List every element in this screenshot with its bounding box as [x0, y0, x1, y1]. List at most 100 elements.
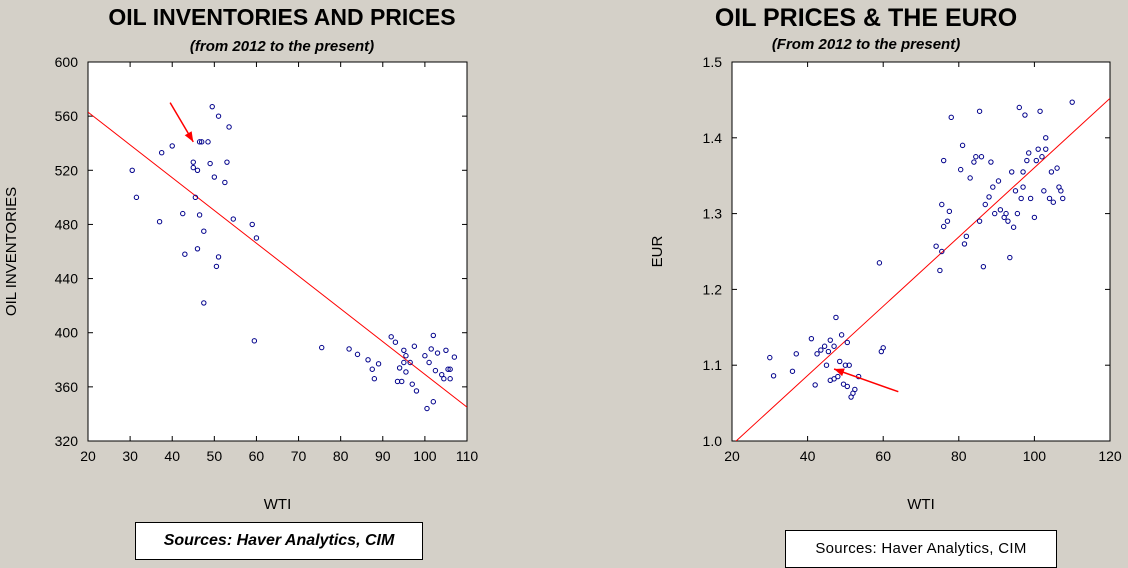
data-point: [413, 388, 420, 394]
x-tick-label: 20: [80, 448, 96, 464]
x-tick-label: 120: [1098, 448, 1122, 464]
data-point: [876, 260, 883, 266]
data-point: [1024, 157, 1030, 164]
x-tick-label: 80: [333, 448, 349, 464]
data-point: [428, 346, 434, 352]
scatter-plot-oil-inventories: 20 30 40 50 60 70 80 90 100 110 320 360 400 440 480 520…: [3, 54, 478, 513]
x-axis-label: WTI: [264, 496, 292, 513]
x-tick-label: 70: [291, 448, 307, 464]
data-point: [424, 405, 430, 412]
data-point: [1007, 254, 1013, 261]
chart-title: OIL PRICES & THE EURO: [714, 4, 1018, 32]
data-point: [937, 267, 943, 274]
annotation-arrow-head: [184, 131, 194, 142]
data-point: [201, 300, 207, 306]
data-point: [129, 167, 135, 173]
plot-content: [735, 98, 1110, 441]
data-point: [1041, 188, 1047, 194]
data-point: [844, 383, 850, 390]
data-point: [1043, 135, 1049, 141]
chart-subtitle: (from 2012 to the present): [189, 38, 375, 55]
data-point: [992, 210, 998, 217]
data-point: [346, 346, 352, 352]
data-point: [1027, 195, 1034, 202]
y-tick-label: 1.5: [703, 54, 723, 70]
data-point: [1058, 188, 1064, 194]
data-point: [1005, 218, 1011, 224]
data-point: [201, 228, 207, 234]
data-point: [319, 344, 325, 351]
data-point: [825, 348, 832, 355]
data-point: [939, 201, 945, 208]
data-point: [1012, 188, 1019, 194]
data-point: [933, 243, 939, 249]
y-tick-label: 1.0: [703, 433, 723, 449]
data-point: [988, 159, 994, 165]
data-point: [1046, 195, 1053, 202]
data-point: [403, 369, 409, 375]
data-point: [133, 194, 140, 201]
data-point: [973, 154, 979, 160]
data-point: [1018, 195, 1024, 202]
data-point: [196, 139, 203, 145]
data-point: [215, 113, 222, 119]
data-point: [445, 366, 451, 372]
y-tick-label: 1.3: [703, 206, 723, 222]
data-point: [944, 218, 951, 224]
chart-panel-oil-inventories: OIL INVENTORIES AND PRICES (from 2012 to…: [3, 4, 478, 560]
data-point: [215, 254, 222, 260]
data-point: [1043, 146, 1049, 152]
data-point: [396, 365, 403, 371]
data-point: [169, 143, 175, 149]
y-tick-label: 400: [55, 325, 79, 341]
data-point: [1039, 154, 1045, 160]
data-point: [959, 142, 966, 149]
data-point: [222, 179, 228, 186]
data-point: [209, 103, 215, 110]
data-point: [963, 233, 970, 240]
data-point: [439, 371, 445, 378]
scatter-plot-oil-euro: 20 40 60 80 100 120 1.0 1.1 1.2 1.3 1.4 1.5 WTI EUR: [649, 54, 1122, 513]
data-point: [821, 343, 828, 349]
data-point: [990, 184, 996, 190]
x-tick-label: 80: [951, 448, 967, 464]
data-point: [432, 367, 439, 374]
data-point: [194, 167, 201, 173]
data-point: [443, 347, 449, 354]
data-point: [842, 362, 849, 368]
data-point: [837, 358, 843, 365]
data-point: [392, 339, 399, 345]
y-tick-label: 360: [55, 379, 79, 395]
data-point: [1060, 195, 1066, 202]
data-point: [447, 366, 453, 372]
data-point: [1016, 104, 1022, 111]
data-point: [1033, 157, 1039, 164]
x-tick-label: 40: [800, 448, 816, 464]
data-point: [226, 124, 232, 130]
y-tick-label: 480: [55, 216, 79, 232]
data-point: [180, 210, 186, 217]
source-note: Sources: Haver Analytics, CIM: [785, 530, 1057, 568]
data-point: [1003, 210, 1009, 217]
data-point: [369, 366, 375, 372]
data-point: [182, 251, 188, 257]
data-point: [1026, 150, 1032, 156]
y-tick-label: 520: [55, 162, 79, 178]
data-point: [971, 159, 977, 165]
data-point: [207, 160, 213, 167]
data-point: [846, 362, 852, 368]
data-point: [409, 381, 415, 387]
x-axis-label: WTI: [907, 496, 935, 513]
data-point: [375, 361, 382, 367]
annotation-arrow-head: [834, 368, 845, 377]
data-point: [1009, 169, 1015, 175]
y-axis-label: EUR: [649, 235, 666, 267]
data-point: [447, 376, 453, 382]
data-point: [814, 351, 820, 357]
data-point: [451, 354, 458, 360]
data-point: [399, 378, 405, 385]
data-point: [880, 345, 886, 351]
data-point: [434, 350, 441, 356]
plot-area: [731, 61, 1111, 442]
data-point: [401, 347, 407, 354]
